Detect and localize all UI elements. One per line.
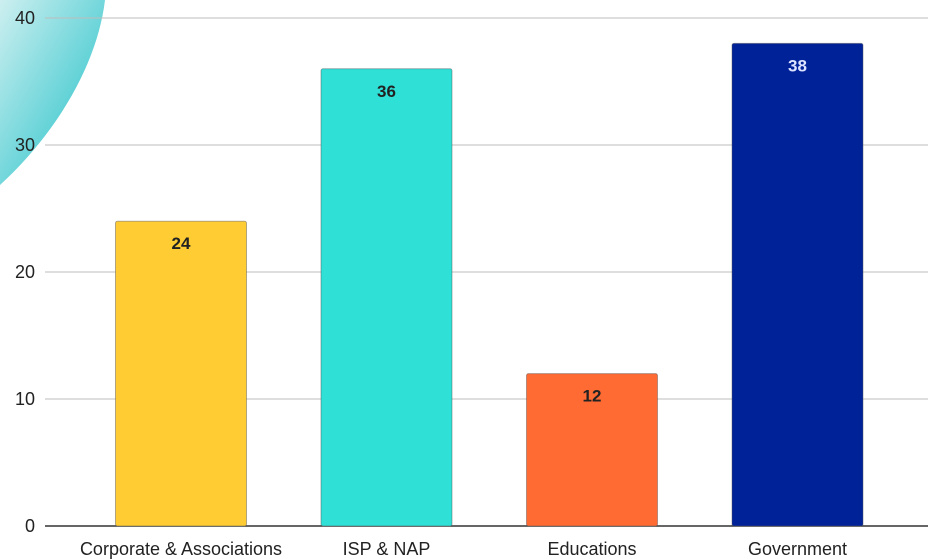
y-tick-label: 30 [15,135,35,155]
decorative-corner-shape [0,0,105,185]
y-tick-label: 10 [15,389,35,409]
x-axis-categories: Corporate & Associations ISP & NAP Educati… [80,539,847,559]
bar-value-label: 12 [583,387,602,406]
bar [526,373,658,527]
bar [320,68,453,527]
y-axis-ticks: 0 10 20 30 40 [15,8,35,536]
bar [115,220,247,527]
bar [731,42,864,527]
category-label: Educations [547,539,636,559]
y-tick-label: 0 [25,516,35,536]
y-tick-label: 20 [15,262,35,282]
y-tick-label: 40 [15,8,35,28]
category-label: Government [748,539,847,559]
category-label: Corporate & Associations [80,539,282,559]
category-label: ISP & NAP [343,539,431,559]
bar-value-label: 36 [377,82,396,101]
bar-value-label: 24 [172,234,191,253]
bar-value-label: 38 [788,56,807,75]
bars [115,42,864,527]
value-labels: 24 36 12 38 [172,56,807,405]
